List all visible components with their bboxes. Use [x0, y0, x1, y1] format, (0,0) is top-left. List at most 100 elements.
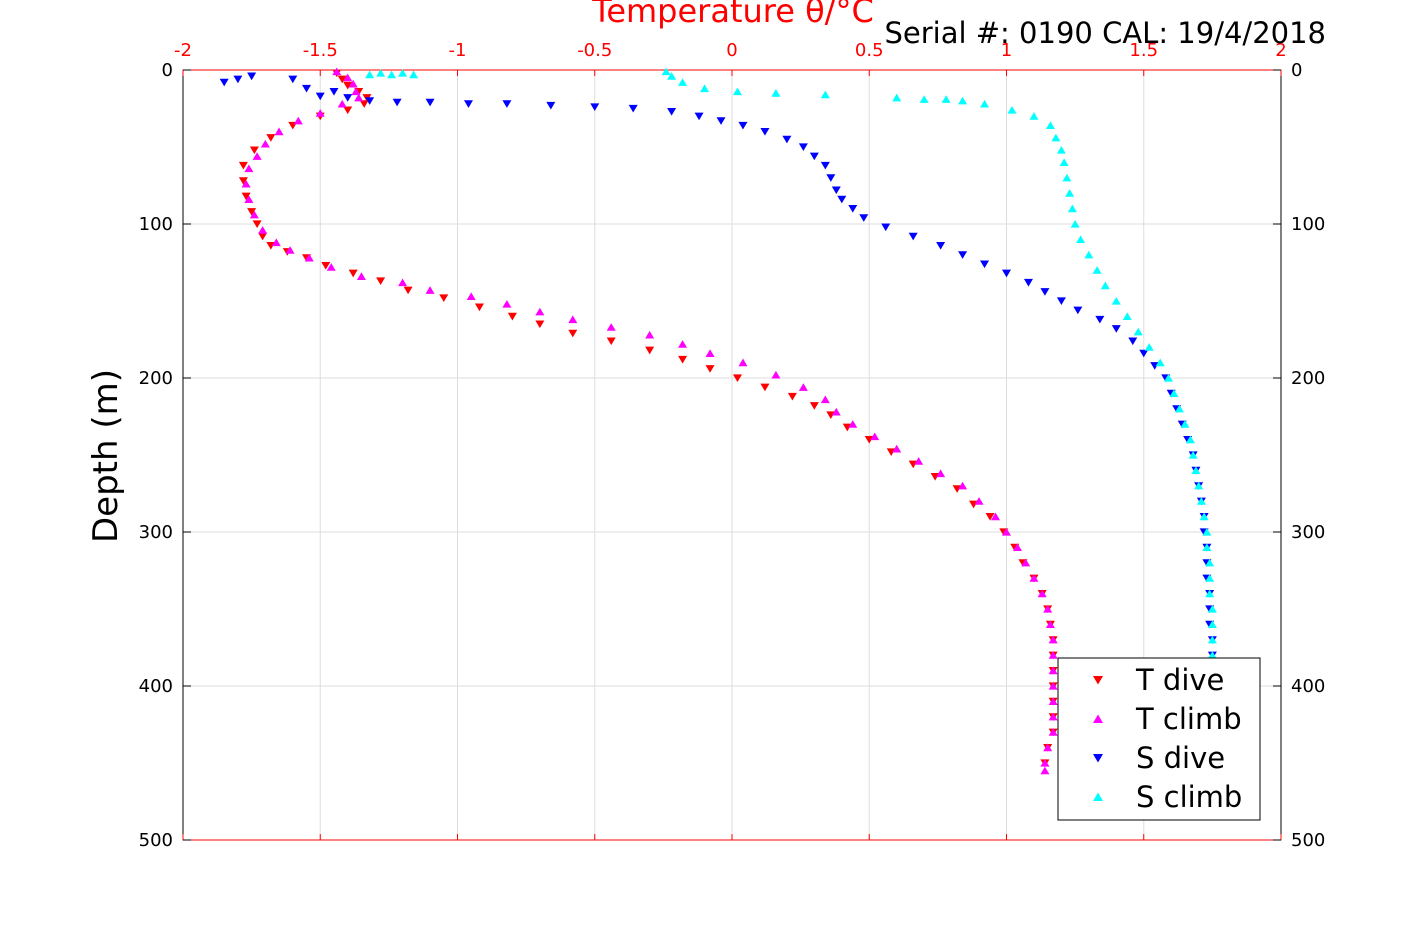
data-point	[842, 423, 852, 432]
data-point	[337, 99, 347, 108]
data-point	[645, 346, 655, 355]
data-point	[1048, 697, 1058, 705]
data-point	[348, 79, 358, 88]
data-point	[870, 432, 880, 441]
data-point	[1048, 712, 1058, 721]
data-point	[1180, 420, 1190, 428]
data-point	[716, 117, 726, 125]
legend-marker	[1093, 792, 1103, 801]
data-point	[606, 337, 616, 346]
data-point	[700, 84, 710, 93]
data-point	[1111, 296, 1121, 305]
data-point	[1045, 620, 1055, 628]
data-point	[826, 174, 836, 182]
data-point	[667, 72, 677, 80]
data-point	[958, 96, 968, 105]
data-point	[914, 457, 924, 465]
data-point	[348, 269, 358, 278]
data-point	[343, 94, 353, 102]
data-point	[252, 152, 262, 160]
data-point	[798, 143, 808, 152]
data-point	[535, 320, 545, 329]
data-point	[1040, 758, 1050, 767]
data-point	[1139, 349, 1149, 358]
data-point	[315, 109, 325, 117]
data-point	[365, 70, 375, 79]
data-point	[798, 383, 808, 391]
data-point	[1191, 466, 1201, 474]
data-point	[439, 294, 449, 302]
data-point	[463, 100, 473, 108]
data-point	[771, 89, 781, 97]
data-point	[466, 292, 476, 300]
data-point	[1051, 133, 1061, 142]
legend: T dive T climb S dive S climb	[1057, 657, 1261, 821]
data-point	[343, 73, 353, 82]
y-tick-label-left: 100	[139, 214, 173, 235]
data-point	[376, 69, 386, 77]
data-point	[274, 127, 284, 136]
data-point	[351, 87, 361, 96]
data-point	[848, 205, 858, 213]
legend-box	[1057, 657, 1261, 821]
data-point	[705, 349, 715, 357]
data-point	[859, 214, 869, 222]
data-point	[502, 100, 512, 108]
data-point	[1207, 635, 1217, 644]
data-point	[1133, 327, 1143, 336]
data-point	[356, 272, 366, 280]
data-point	[837, 195, 847, 204]
data-point	[219, 78, 229, 87]
data-point	[694, 112, 704, 121]
data-point	[1169, 389, 1179, 397]
data-point	[535, 307, 545, 316]
data-point	[732, 87, 742, 96]
data-point	[238, 161, 248, 170]
data-point	[908, 232, 918, 241]
data-point	[332, 67, 342, 76]
data-point	[546, 101, 556, 110]
data-point	[1202, 543, 1212, 551]
y-tick-label-left: 400	[139, 676, 173, 697]
data-point	[936, 241, 946, 250]
data-point	[1023, 278, 1033, 287]
data-point	[738, 358, 748, 367]
data-point	[247, 208, 257, 216]
data-point	[343, 81, 353, 90]
data-point	[606, 323, 616, 331]
legend-marker	[1093, 714, 1103, 723]
data-point	[238, 177, 248, 185]
data-point	[1048, 666, 1058, 675]
data-point	[980, 260, 990, 269]
data-point	[1144, 343, 1154, 351]
legend-marker	[1093, 754, 1103, 763]
data-point	[409, 70, 419, 79]
data-point	[266, 241, 276, 250]
data-point	[1111, 325, 1121, 333]
data-point	[260, 139, 270, 148]
data-point	[1045, 121, 1055, 130]
y-tick-label-right: 200	[1291, 368, 1325, 389]
x-tick-label: 1.5	[1129, 40, 1158, 61]
data-point	[1155, 358, 1165, 367]
data-point	[985, 513, 995, 521]
data-point	[1037, 589, 1047, 598]
data-point	[958, 481, 968, 490]
y-tick-label-left: 300	[139, 522, 173, 543]
y-tick-label-left: 500	[139, 830, 173, 851]
data-point	[502, 300, 512, 308]
x-tick-label: -2	[174, 40, 192, 61]
data-point	[1196, 497, 1206, 505]
data-point	[1048, 728, 1058, 736]
x-tick-label: -1.5	[303, 40, 338, 61]
data-point	[1188, 450, 1198, 459]
data-point	[315, 92, 325, 101]
series-s-climb	[365, 67, 1217, 659]
data-point	[760, 383, 770, 392]
data-point	[304, 253, 314, 262]
data-point	[881, 223, 891, 232]
data-point	[958, 251, 968, 259]
data-point	[991, 512, 1001, 521]
data-point	[568, 315, 578, 324]
